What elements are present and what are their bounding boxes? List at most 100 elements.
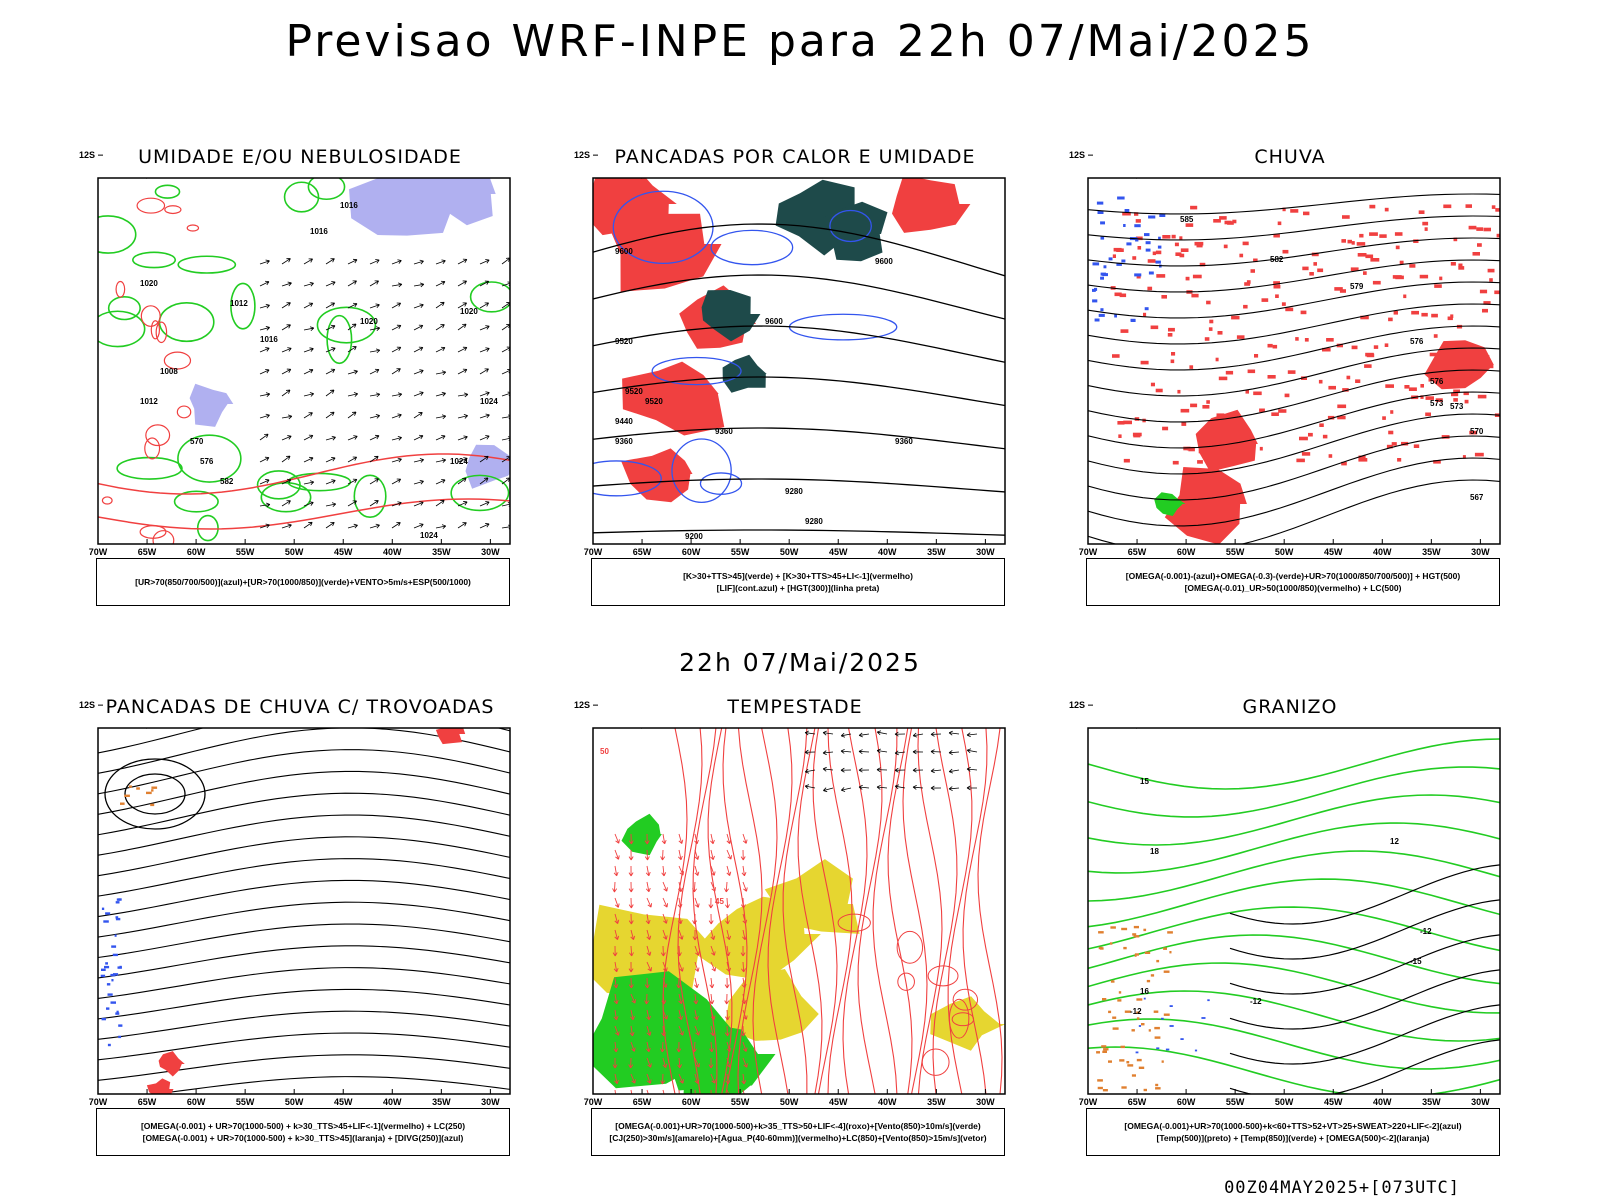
field-speckle [136, 787, 140, 790]
run-info-footer: 00Z04MAY2025+[073UTC] [1224, 1178, 1460, 1198]
field-speckle [1303, 211, 1310, 216]
coastline [1137, 694, 1431, 728]
field-speckle [1355, 379, 1361, 383]
legend-line: [LIF](cont.azul) + [HGT(300)](linha pret… [716, 583, 880, 593]
wind-vector [876, 748, 888, 754]
field-speckle [1112, 1016, 1117, 1019]
field-speckle [1096, 201, 1104, 205]
field-speckle [1181, 422, 1187, 426]
wind-vector [742, 1089, 745, 1094]
field-speckle [1143, 997, 1146, 1000]
field-speckle [1217, 331, 1223, 335]
wind-vector [644, 833, 650, 845]
wind-vector [629, 945, 634, 957]
wind-vector [876, 767, 888, 773]
field-speckle [1392, 275, 1402, 279]
field-speckle [1150, 325, 1159, 330]
lif-contour [612, 190, 714, 265]
map-frame [592, 727, 1006, 1095]
field-speckle [1250, 269, 1255, 273]
field-speckle [1163, 947, 1167, 950]
field-speckle [1424, 227, 1428, 231]
contour-label: -12 [1130, 1007, 1142, 1016]
wind-vector [369, 348, 381, 354]
thickness-line [98, 498, 510, 530]
field-speckle [1341, 239, 1346, 243]
wind-vector [613, 993, 619, 1005]
wind-vector [614, 929, 620, 940]
field-speckle [1491, 205, 1496, 209]
contour-label: 9520 [625, 387, 643, 396]
wind-vector [726, 833, 732, 844]
panel-legend: [OMEGA(-0.001)-(azul)+OMEGA(-0.3)-(verde… [1086, 558, 1500, 606]
field-speckle [1428, 378, 1432, 382]
field-blob [465, 444, 510, 489]
water-contour [752, 728, 778, 1094]
field-blob [701, 290, 761, 342]
wind-vector [391, 368, 401, 375]
temp850-contour [1088, 766, 1500, 818]
field-speckle [1131, 1029, 1135, 1032]
field-speckle [1199, 262, 1206, 267]
wind-vector [391, 501, 402, 507]
wind-vector [930, 731, 942, 737]
lon-label: 35W [432, 1097, 451, 1107]
streamline [98, 728, 510, 754]
field-speckle [1223, 244, 1228, 249]
wind-vector [646, 1025, 652, 1036]
wind-vector [742, 1009, 748, 1020]
wind-vector [646, 1057, 652, 1068]
wind-vector [645, 865, 651, 877]
wind-vector [677, 1057, 683, 1069]
legend-line: [OMEGA(-0.001)+UR>70(1000-500)+k>35_TTS>… [615, 1121, 981, 1131]
wind-vector [725, 913, 730, 925]
contour-label: 582 [1270, 255, 1284, 264]
wind-vector [259, 392, 271, 397]
field-speckle [1409, 264, 1416, 268]
panel-legend: [OMEGA(-0.001) + UR>70(1000-500) + k>30_… [96, 1108, 510, 1156]
legend-line: [OMEGA(-0.001) + UR>70(1000-500) + k>30_… [142, 1133, 464, 1143]
wind-vector [628, 849, 634, 861]
lon-label: 40W [878, 547, 897, 557]
field-blob [930, 996, 1005, 1051]
water-contour [932, 728, 958, 1094]
wind-vector [630, 1009, 635, 1021]
contour-label: 582 [220, 477, 234, 486]
field-speckle [1147, 286, 1153, 291]
contour-label: 9600 [875, 257, 893, 266]
field-speckle [1108, 1010, 1112, 1014]
contour-label: 567 [1470, 493, 1484, 502]
field-speckle [1447, 316, 1453, 321]
red-contour [176, 405, 192, 419]
wind-vector [325, 302, 336, 309]
wind-vector [710, 945, 716, 956]
state-border [1204, 728, 1206, 729]
field-speckle [1365, 352, 1374, 357]
lif-contour [593, 460, 662, 497]
field-speckle [1472, 252, 1480, 256]
field-speckle [1134, 212, 1139, 216]
field-speckle [103, 920, 109, 923]
field-speckle [1476, 227, 1484, 231]
lon-label: 50W [285, 1097, 304, 1107]
water-contour [917, 728, 943, 1094]
wind-vector [894, 731, 906, 737]
streamline [98, 770, 510, 815]
field-speckle [105, 912, 111, 915]
lif-contour [710, 229, 794, 266]
wind-vector [822, 750, 834, 756]
wind-vector [303, 258, 313, 265]
field-speckle [120, 802, 125, 805]
field-speckle [1313, 262, 1317, 266]
wind-vector [479, 413, 490, 419]
streamline [104, 758, 206, 830]
field-speckle [1133, 925, 1139, 929]
field-speckle [1443, 204, 1452, 209]
field-speckle [1450, 262, 1456, 266]
field-speckle [1277, 221, 1282, 226]
wind-vector [709, 977, 715, 989]
wind-vector [726, 929, 732, 941]
contour-label: 9360 [715, 427, 733, 436]
field-speckle [1419, 274, 1429, 279]
contour-label: 1024 [480, 397, 498, 406]
